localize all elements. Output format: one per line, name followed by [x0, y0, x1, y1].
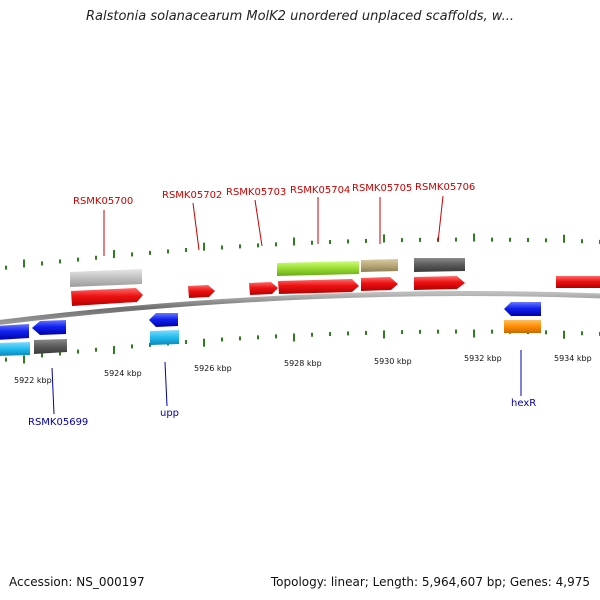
gene-rsmk05702[interactable]	[188, 285, 215, 298]
scale-label: 5926 kbp	[194, 364, 232, 373]
scale-label: 5924 kbp	[104, 369, 142, 378]
top-leader-lines	[103, 195, 444, 256]
chromosome-backbone	[0, 291, 600, 325]
gene-lime-rna[interactable]	[277, 261, 359, 276]
gene-label[interactable]: RSMK05704	[290, 185, 350, 196]
gene-light-gray-rna[interactable]	[70, 269, 142, 287]
gene-dark-gray-feature[interactable]	[414, 258, 465, 272]
gene-label[interactable]: RSMK05706	[415, 182, 475, 193]
gene-rsmk05699-dark-gray[interactable]	[34, 339, 67, 354]
gene-hexr-orange[interactable]	[504, 320, 541, 333]
scale-label: 5930 kbp	[374, 357, 412, 366]
gene-rsmk05700[interactable]	[71, 288, 143, 306]
top-strand-features	[70, 258, 600, 306]
gene-blue-left-edge[interactable]	[0, 324, 29, 340]
gene-hexr-blue[interactable]	[504, 302, 541, 316]
gene-khaki-feature[interactable]	[361, 259, 398, 272]
gene-rsmk05704[interactable]	[278, 279, 359, 294]
map-title: Ralstonia solanacearum MolK2 unordered u…	[85, 9, 514, 24]
scale-label: 5928 kbp	[284, 359, 322, 368]
gene-label[interactable]: hexR	[511, 398, 536, 409]
gene-upp-cyan[interactable]	[150, 330, 179, 345]
upper-tick-row	[5, 233, 600, 270]
top-gene-labels: RSMK05700 RSMK05702 RSMK05703 RSMK05704 …	[73, 182, 475, 207]
topology-text: Topology: linear; Length: 5,964,607 bp; …	[270, 575, 590, 589]
gene-label[interactable]: RSMK05705	[352, 183, 412, 194]
gene-rsmk05703[interactable]	[249, 282, 278, 295]
gene-label[interactable]: upp	[160, 408, 179, 419]
gene-label[interactable]: RSMK05703	[226, 187, 286, 198]
scale-label: 5934 kbp	[554, 354, 592, 363]
accession-text: Accession: NS_000197	[9, 575, 145, 589]
bottom-strand-features	[0, 302, 541, 356]
gene-label[interactable]: RSMK05699	[28, 417, 88, 428]
scale-labels: 5922 kbp 5924 kbp 5926 kbp 5928 kbp 5930…	[14, 354, 592, 385]
gene-rsmk05705[interactable]	[361, 277, 398, 291]
gene-rsmk05706[interactable]	[414, 276, 465, 290]
gene-rsmk05699-blue[interactable]	[32, 320, 66, 335]
scale-label: 5922 kbp	[14, 376, 52, 385]
gene-label[interactable]: RSMK05702	[162, 190, 222, 201]
gene-upp-blue[interactable]	[149, 313, 178, 327]
gene-red-right-edge[interactable]	[556, 276, 600, 288]
bottom-gene-labels: RSMK05699 upp hexR	[28, 398, 536, 428]
gene-cyan-left-edge[interactable]	[0, 342, 30, 356]
bottom-leader-lines	[51, 350, 522, 415]
scale-label: 5932 kbp	[464, 354, 502, 363]
gene-label[interactable]: RSMK05700	[73, 196, 133, 207]
